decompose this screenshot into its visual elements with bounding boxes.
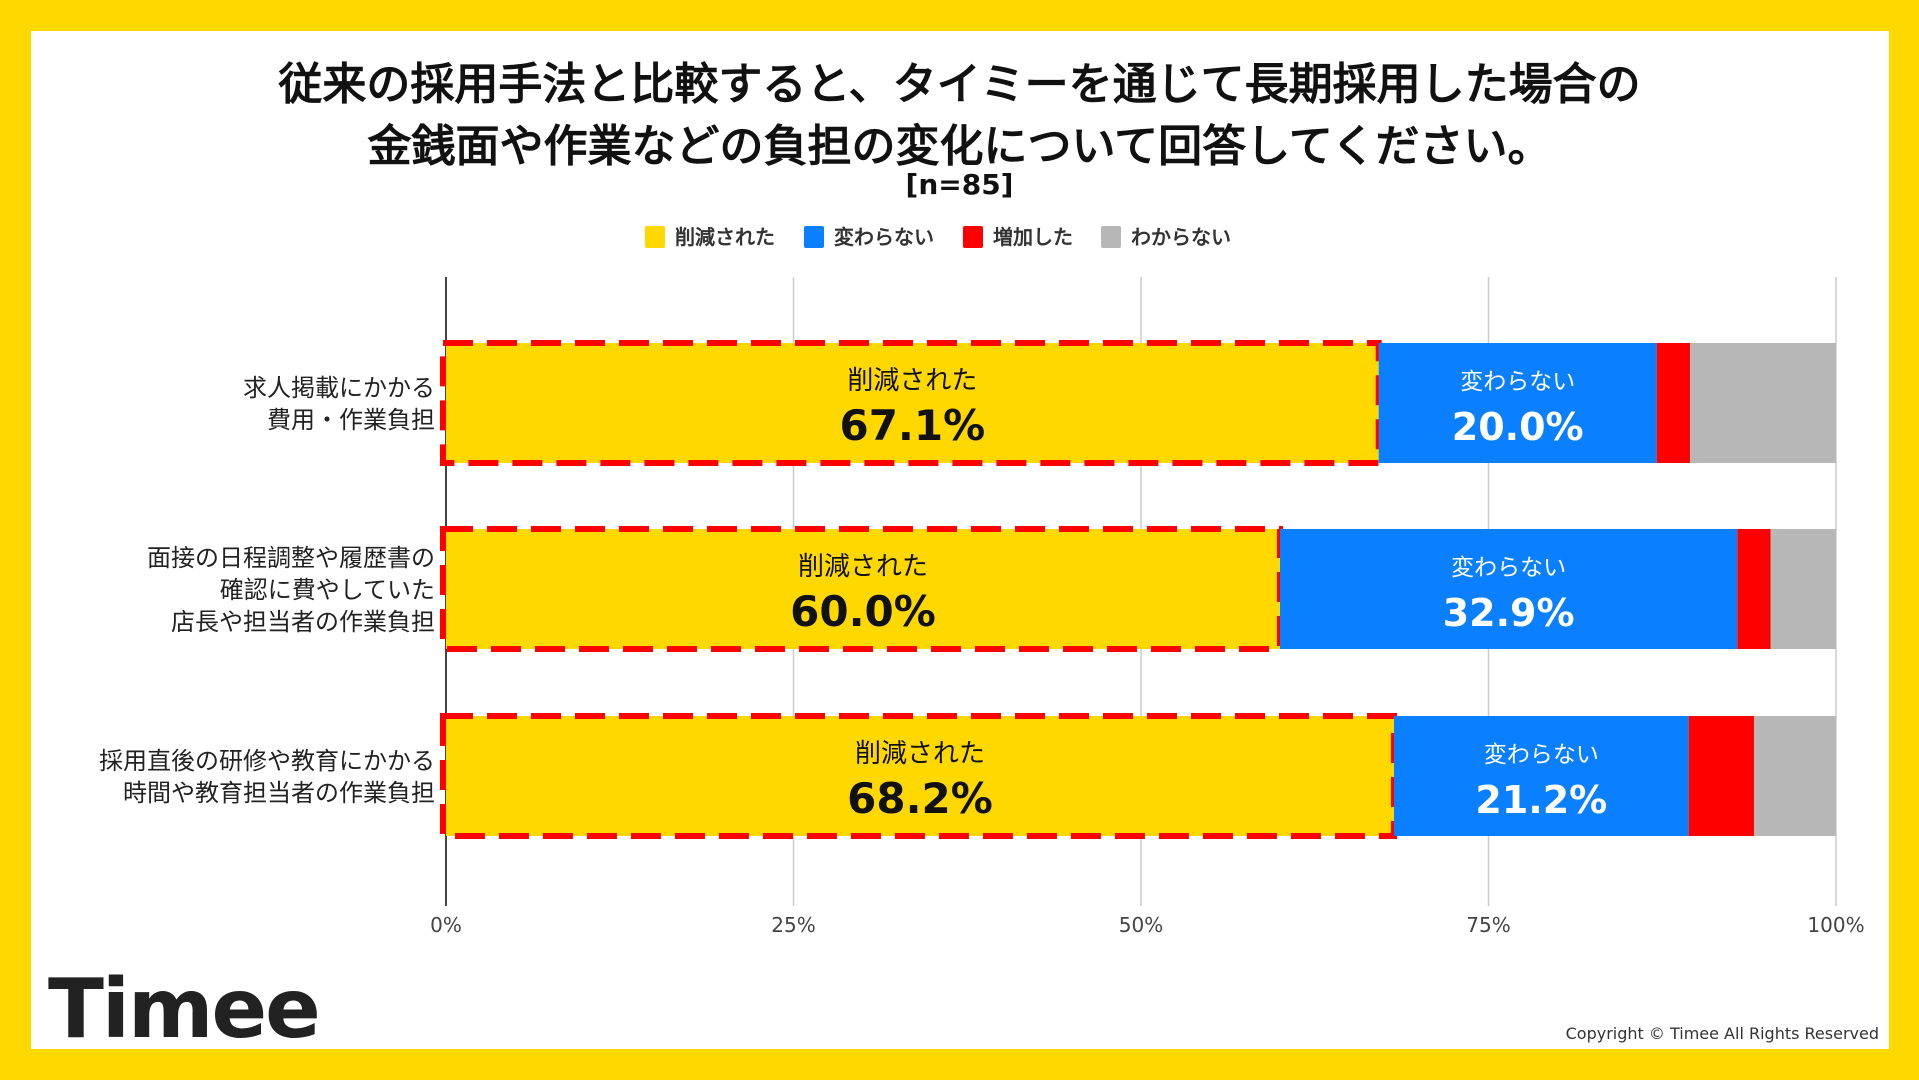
legend-label: 削減された <box>675 225 775 249</box>
legend-swatch <box>963 226 983 248</box>
segment-value-label: 21.2% <box>1475 778 1607 822</box>
legend-label: 増加した <box>993 225 1073 249</box>
bar-segment <box>1770 529 1836 649</box>
bar-segment <box>1753 716 1836 836</box>
bar-segment <box>1280 529 1738 649</box>
segment-value-label: 32.9% <box>1443 591 1575 635</box>
x-tick-label: 75% <box>1466 913 1510 937</box>
x-tick-label: 50% <box>1119 913 1163 937</box>
bar-segment <box>446 716 1394 836</box>
segment-series-label: 削減された <box>847 366 977 396</box>
highlight-outline <box>440 713 1397 839</box>
segment-series-label: 変わらない <box>1484 742 1599 768</box>
bar-segment <box>1378 343 1657 463</box>
legend-label: 変わらない <box>834 225 934 249</box>
x-tick-label: 100% <box>1807 913 1864 937</box>
bar-segment <box>1737 529 1771 649</box>
x-tick-label: 0% <box>430 913 462 937</box>
bar-segment <box>446 343 1379 463</box>
copyright: Copyright © Timee All Rights Reserved <box>1565 1024 1879 1043</box>
timee-logo: Timee <box>48 962 321 1057</box>
segment-value-label: 20.0% <box>1452 405 1584 449</box>
chart-title-line1: 従来の採用手法と比較すると、タイミーを通じて長期採用した場合の <box>278 59 1641 110</box>
category-label: 費用・作業負担 <box>267 406 435 434</box>
segment-series-label: 削減された <box>798 552 928 582</box>
segment-value-label: 60.0% <box>790 587 936 636</box>
segment-value-label: 67.1% <box>839 401 985 450</box>
legend-label: わからない <box>1131 225 1231 249</box>
legend-swatch <box>645 226 665 248</box>
legend-swatch <box>804 226 824 248</box>
segment-series-label: 変わらない <box>1451 555 1566 581</box>
category-label: 確認に費やしていた <box>220 576 435 604</box>
bar-segment <box>1656 343 1691 463</box>
category-label: 求人掲載にかかる <box>243 374 435 402</box>
bar-segment <box>446 529 1280 649</box>
category-label: 時間や教育担当者の作業負担 <box>123 779 435 807</box>
bar-segment <box>1690 343 1836 463</box>
category-label: 採用直後の研修や教育にかかる <box>99 747 435 775</box>
bar-segment <box>1393 716 1689 836</box>
segment-series-label: 削減された <box>855 739 985 769</box>
chart-title-line2: 金銭面や作業などの負担の変化について回答してください。 <box>367 121 1552 172</box>
category-label: 面接の日程調整や履歴書の <box>147 544 435 572</box>
category-label: 店長や担当者の作業負担 <box>171 608 435 636</box>
segment-series-label: 変わらない <box>1460 369 1575 395</box>
sample-size: [n=85] <box>905 168 1014 201</box>
bar-segment <box>1688 716 1754 836</box>
x-tick-label: 25% <box>771 913 815 937</box>
legend-swatch <box>1101 226 1121 248</box>
segment-value-label: 68.2% <box>847 774 993 823</box>
